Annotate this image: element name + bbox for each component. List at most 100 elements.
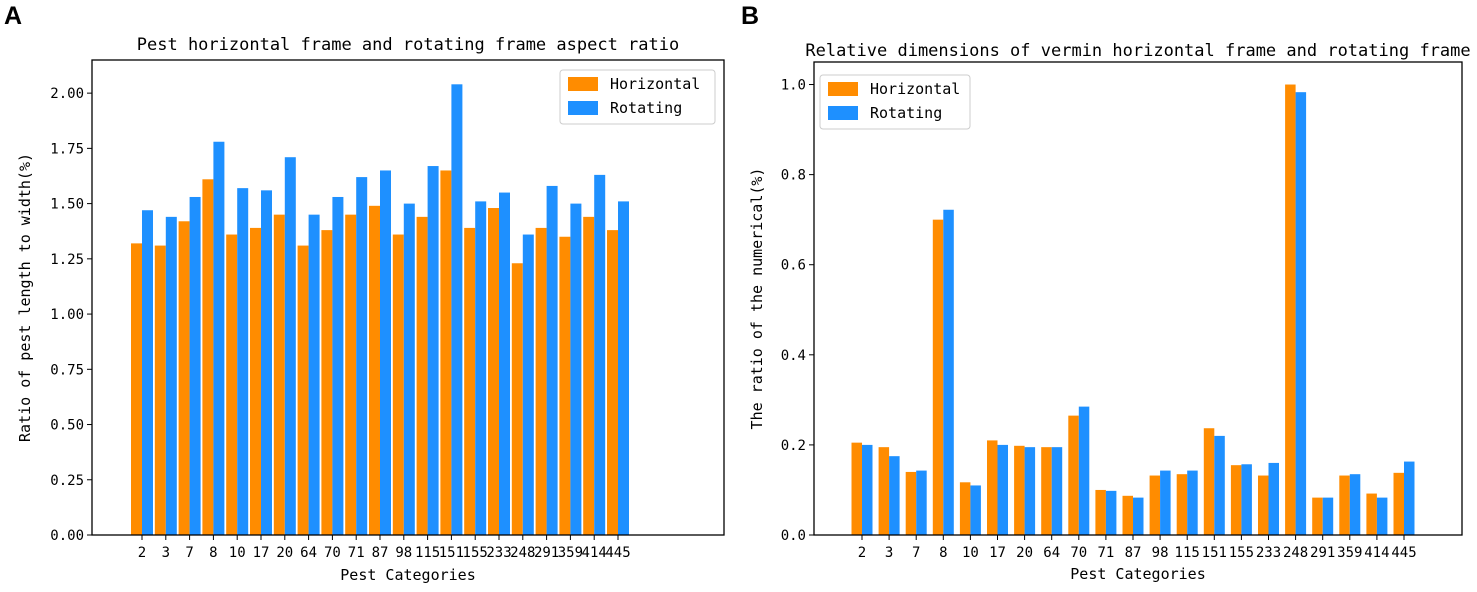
bar-rotating-7 (189, 196, 201, 535)
legend-swatch-horizontal (568, 77, 598, 91)
x-tick-label: 414 (1364, 545, 1389, 561)
legend-label-horizontal: Horizontal (870, 80, 960, 98)
y-tick-label: 0.8 (781, 168, 806, 184)
legend-label-rotating: Rotating (610, 99, 682, 117)
x-tick-label: 248 (510, 545, 535, 561)
bar-horizontal-233 (1258, 475, 1269, 535)
y-tick-label: 0.6 (781, 258, 806, 274)
bar-horizontal-3 (878, 447, 890, 535)
x-tick-label: 291 (534, 545, 559, 561)
x-tick-label: 155 (463, 545, 488, 561)
y-tick-label: 0.0 (781, 528, 806, 544)
x-tick-label: 151 (1202, 545, 1227, 561)
bar-horizontal-151 (1203, 428, 1215, 535)
x-tick-label: 87 (372, 545, 389, 561)
bar-rotating-151 (1214, 435, 1225, 535)
bar-rotating-233 (499, 192, 510, 535)
y-tick-label: 1.25 (50, 252, 84, 268)
x-tick-label: 233 (1256, 545, 1281, 561)
x-tick-label: 71 (1097, 545, 1114, 561)
bar-rotating-10 (237, 188, 249, 536)
x-tick-label: 98 (395, 545, 412, 561)
bar-horizontal-17 (987, 440, 998, 535)
y-tick-label: 0.2 (781, 438, 806, 454)
bar-rotating-291 (1322, 497, 1334, 535)
bar-horizontal-71 (345, 214, 357, 535)
bar-rotating-17 (997, 444, 1008, 535)
y-tick-label: 1.00 (50, 307, 84, 323)
bar-rotating-445 (1404, 461, 1415, 535)
bar-rotating-8 (943, 209, 954, 535)
y-tick-label: 0.75 (50, 362, 84, 378)
bar-rotating-8 (213, 141, 225, 535)
legend-box (559, 69, 716, 125)
y-tick-label: 0.4 (781, 348, 806, 364)
bar-horizontal-233 (488, 208, 499, 535)
chart-title: Relative dimensions of vermin horizontal… (805, 41, 1470, 61)
x-axis-label: Pest Categories (1070, 565, 1205, 583)
bar-horizontal-414 (1366, 493, 1377, 535)
x-tick-label: 445 (1391, 545, 1416, 561)
bar-rotating-414 (594, 174, 606, 535)
bar-horizontal-7 (178, 221, 190, 536)
x-tick-label: 2 (138, 545, 146, 561)
bar-horizontal-155 (1230, 465, 1242, 535)
bar-horizontal-151 (440, 170, 452, 535)
y-axis-label: Ratio of pest length to width(%) (16, 153, 34, 442)
bar-rotating-2 (862, 444, 873, 535)
bar-rotating-151 (451, 84, 463, 536)
bar-horizontal-87 (369, 205, 380, 535)
plot-frame (813, 61, 1463, 536)
bar-horizontal-248 (1285, 84, 1296, 536)
x-tick-label: 359 (558, 545, 583, 561)
bar-horizontal-98 (1149, 475, 1161, 535)
bar-horizontal-8 (932, 219, 944, 535)
bar-horizontal-98 (392, 234, 404, 535)
bar-rotating-64 (1051, 447, 1063, 535)
bar-rotating-115 (1187, 470, 1198, 535)
bar-rotating-155 (1241, 464, 1252, 535)
y-tick-label: 0.50 (50, 418, 84, 434)
x-tick-label: 20 (276, 545, 293, 561)
x-tick-label: 115 (1175, 545, 1200, 561)
x-tick-label: 8 (209, 545, 217, 561)
bar-horizontal-17 (250, 227, 261, 535)
bar-horizontal-8 (202, 179, 214, 536)
bar-horizontal-3 (154, 245, 166, 535)
legend-swatch-rotating (568, 101, 598, 115)
bar-horizontal-115 (416, 216, 428, 535)
bar-rotating-359 (1349, 474, 1361, 535)
bar-horizontal-2 (131, 243, 142, 536)
bar-horizontal-87 (1122, 495, 1133, 535)
bar-rotating-98 (403, 203, 415, 535)
x-tick-label: 445 (605, 545, 630, 561)
panel-letter: A (4, 2, 22, 30)
y-tick-label: 1.75 (50, 141, 84, 157)
x-tick-label: 70 (324, 545, 341, 561)
bar-horizontal-155 (464, 227, 476, 535)
bar-rotating-87 (380, 170, 391, 535)
bar-horizontal-7 (905, 471, 917, 535)
y-tick-label: 2.00 (50, 86, 84, 102)
x-tick-label: 17 (989, 545, 1006, 561)
bar-rotating-7 (916, 470, 927, 535)
x-tick-label: 10 (962, 545, 979, 561)
x-tick-label: 2 (858, 545, 866, 561)
bar-rotating-248 (1295, 92, 1307, 535)
y-axis-label: The ratio of the numerical(%) (748, 168, 766, 430)
x-tick-label: 155 (1229, 545, 1254, 561)
x-tick-label: 64 (1043, 545, 1060, 561)
bar-rotating-291 (546, 185, 558, 535)
bar-rotating-71 (1105, 490, 1117, 535)
bar-horizontal-445 (1393, 472, 1404, 535)
bar-rotating-2 (142, 210, 153, 536)
x-tick-label: 17 (253, 545, 270, 561)
bar-horizontal-115 (1176, 474, 1188, 535)
bar-horizontal-20 (1014, 445, 1025, 535)
chart-title: Pest horizontal frame and rotating frame… (137, 35, 679, 55)
chart-panel-a: A Pest horizontal frame and rotating fram… (4, 2, 725, 584)
x-tick-label: 151 (439, 545, 464, 561)
panel-letter: B (741, 2, 759, 30)
legend-label-horizontal: Horizontal (610, 75, 700, 93)
